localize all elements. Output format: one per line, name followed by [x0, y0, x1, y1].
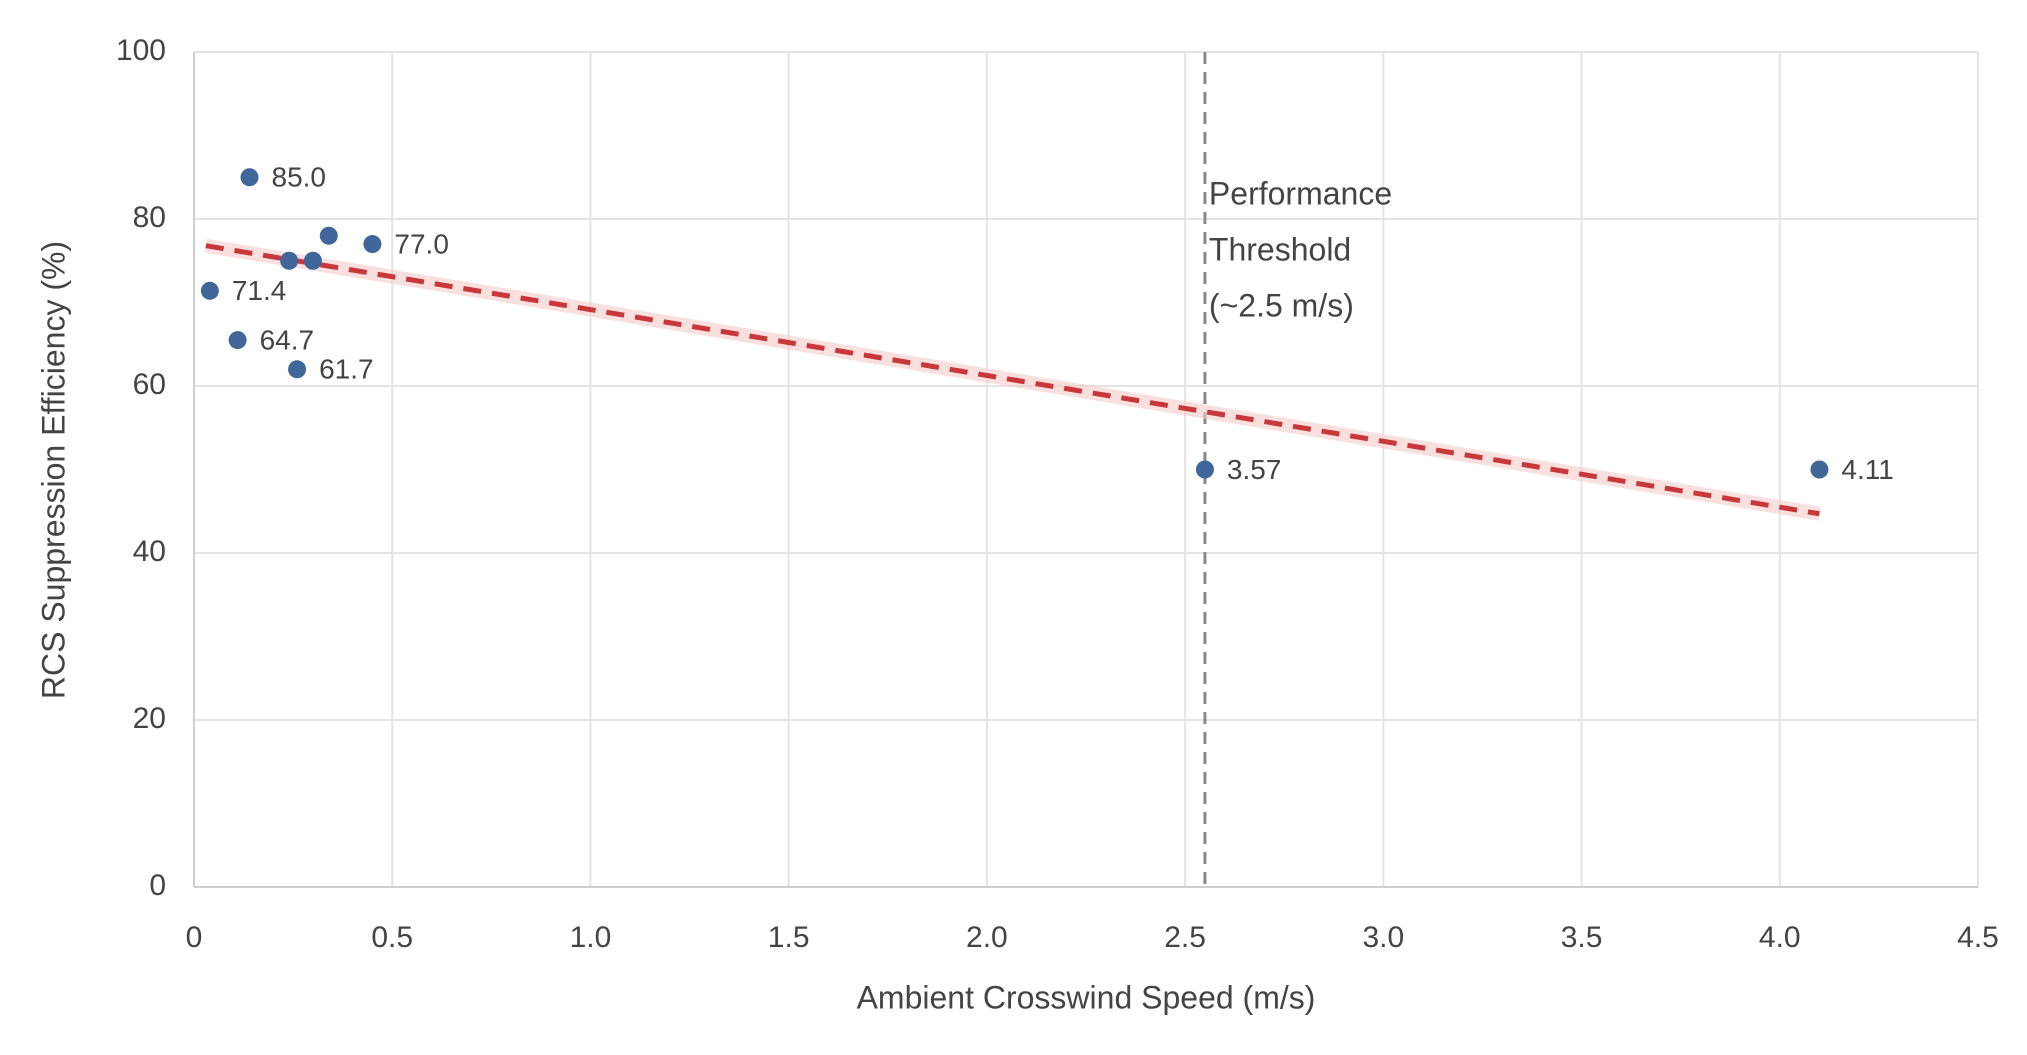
x-tick-label: 0.5 — [371, 921, 413, 954]
x-tick-label: 1.0 — [570, 921, 612, 954]
y-tick-label: 60 — [133, 368, 166, 401]
x-tick-label: 1.5 — [768, 921, 810, 954]
point — [280, 251, 299, 270]
y-tick-label: 20 — [133, 702, 166, 735]
y-axis-label: RCS Suppression Efficiency (%) — [35, 241, 71, 699]
point — [228, 331, 247, 350]
threshold-annotation: Threshold — [1209, 231, 1351, 267]
point-label: 61.7 — [319, 354, 374, 385]
x-tick-label: 2.5 — [1164, 921, 1206, 954]
point — [303, 251, 322, 270]
y-tick-label: 80 — [133, 201, 166, 234]
y-tick-label: 100 — [116, 34, 166, 67]
point-label: 4.11 — [1841, 454, 1893, 485]
x-tick-label: 2.0 — [966, 921, 1008, 954]
x-tick-label: 3.0 — [1362, 921, 1404, 954]
point-label: 3.57 — [1227, 454, 1282, 485]
point — [240, 168, 259, 187]
point-label: 64.7 — [260, 324, 315, 355]
x-tick-label: 4.0 — [1759, 921, 1801, 954]
point — [363, 235, 382, 254]
point — [200, 281, 219, 300]
point — [288, 360, 307, 379]
x-tick-label: 3.5 — [1561, 921, 1603, 954]
point — [1195, 460, 1214, 479]
x-tick-label: 4.5 — [1957, 921, 1999, 954]
x-tick-label: 0 — [186, 921, 203, 954]
y-tick-label: 0 — [149, 869, 166, 902]
threshold-annotation: Performance — [1209, 175, 1392, 211]
point — [319, 226, 338, 245]
x-axis-label: Ambient Crosswind Speed (m/s) — [857, 979, 1316, 1015]
threshold-annotation: (~2.5 m/s) — [1209, 287, 1354, 323]
trendline — [205, 243, 1820, 517]
point-label: 85.0 — [272, 162, 327, 193]
y-tick-label: 40 — [133, 535, 166, 568]
point-label: 71.4 — [232, 275, 287, 306]
point — [1810, 460, 1829, 479]
point-label: 77.0 — [394, 228, 449, 259]
